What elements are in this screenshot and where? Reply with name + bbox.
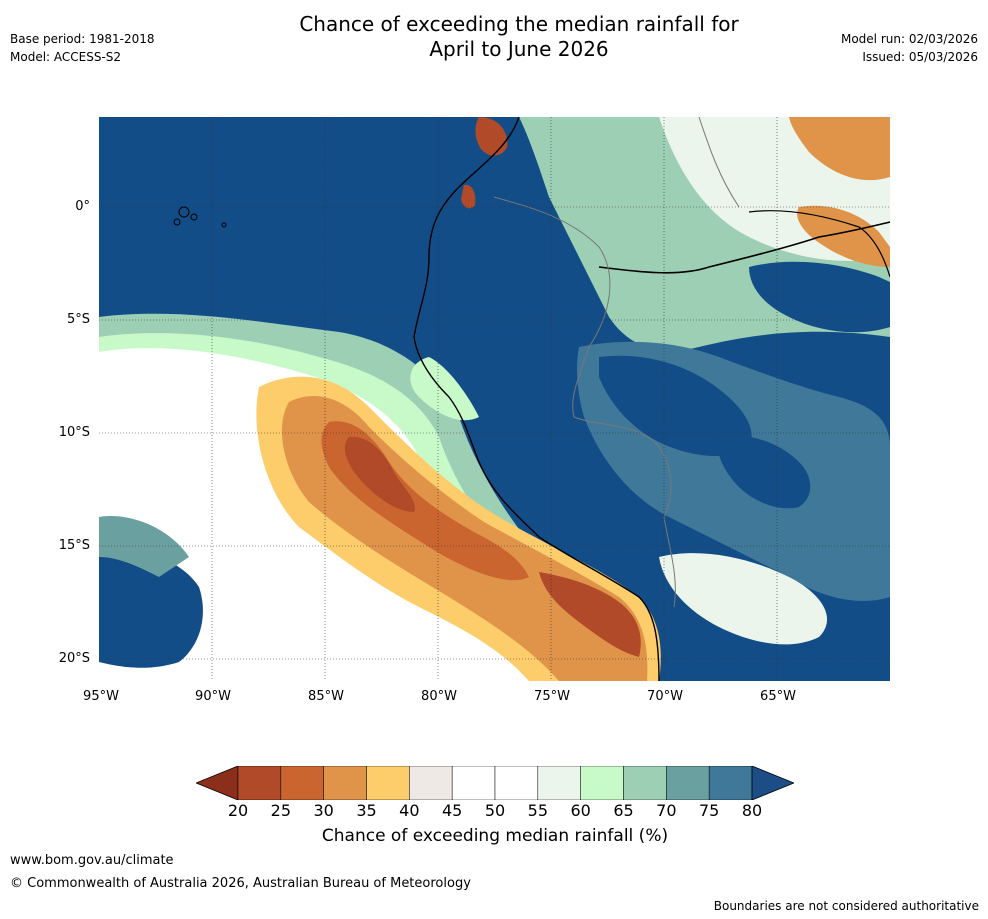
colorbar-tick: 25 (270, 801, 291, 820)
lat-label: 10°S (58, 425, 90, 440)
model-run: Model run: 02/03/2026 (840, 32, 978, 46)
colorbar-cell (451, 766, 496, 800)
colorbar-cell (666, 766, 710, 800)
colorbar-tick: 65 (613, 801, 634, 820)
colorbar-cell (323, 766, 367, 800)
region-80-ne (749, 261, 890, 333)
amazon-river (598, 221, 890, 274)
graticule (99, 117, 890, 681)
region-30-ne2 (797, 205, 890, 267)
title-line-1: Chance of exceeding the median rainfall … (299, 12, 739, 36)
region-20-north2 (461, 184, 476, 209)
colorbar-tick: 45 (441, 801, 463, 820)
island (173, 218, 181, 226)
lon-label: 70°W (647, 689, 683, 704)
colorbar-tick: 20 (227, 801, 249, 820)
lon-label: 90°W (195, 689, 231, 704)
colorbar-tick: 75 (698, 801, 720, 820)
colorbar-label: Chance of exceeding median rainfall (%) (321, 826, 669, 846)
colorbar-tick: 40 (399, 801, 420, 820)
map-title: Chance of exceeding the median rainfall … (0, 12, 988, 62)
colorbar-cell (623, 766, 667, 800)
footer-note: Boundaries are not considered authoritat… (713, 899, 979, 913)
colorbar-arrow-low (196, 766, 239, 800)
region-20-peru (539, 572, 641, 657)
colorbar-tick: 60 (570, 801, 591, 820)
colorbar-tick: 30 (313, 801, 334, 820)
title-line-2: April to June 2026 (429, 37, 609, 61)
region-75-sw (99, 516, 189, 577)
coastline (413, 117, 660, 681)
rainfall-map-canvas (99, 117, 890, 681)
coast-strip (410, 357, 479, 421)
colorbar-cell (537, 766, 581, 800)
lat-label: 20°S (58, 651, 90, 666)
colorbar-cell (708, 766, 753, 800)
lon-label: 85°W (308, 689, 344, 704)
region-20 (344, 436, 415, 512)
meta-left: Base period: 1981-2018 Model: ACCESS-S2 (10, 30, 155, 66)
region-80-east2 (717, 435, 811, 509)
footer-copyright: © Commonwealth of Australia 2026, Austra… (10, 876, 471, 891)
border-1 (493, 196, 611, 418)
colorbar-tick: 70 (656, 801, 677, 820)
footer-url[interactable]: www.bom.gov.au/climate (10, 853, 174, 868)
colorbar (196, 766, 794, 800)
lat-label: 5°S (66, 312, 90, 327)
region-30-ne (789, 117, 890, 181)
rainfall-map (99, 117, 890, 681)
meta-right: Model run: 02/03/2026 Issued: 05/03/2026 (841, 30, 978, 66)
colorbar-tick: 50 (484, 801, 506, 820)
region-55-south (659, 553, 828, 645)
colorbar-tick: 55 (527, 801, 548, 820)
model-name: Model: ACCESS-S2 (10, 50, 122, 64)
lon-label: 65°W (760, 689, 796, 704)
region-80-east (599, 355, 752, 457)
colorbar-tick: 35 (356, 801, 377, 820)
colorbar-arrow-high (751, 766, 794, 800)
colorbar-cells (196, 766, 794, 800)
region-20-north (475, 117, 508, 156)
lon-label: 95°W (83, 689, 119, 704)
lon-label: 75°W (534, 689, 570, 704)
border-3 (698, 117, 740, 208)
island (190, 213, 198, 221)
lat-label: 0° (75, 199, 90, 214)
colorbar-cell (494, 766, 539, 800)
region-80-sw (99, 553, 203, 668)
colorbar-cell (580, 766, 624, 800)
lon-label: 80°W (421, 689, 457, 704)
colorbar-cell (280, 766, 324, 800)
colorbar-cell (366, 766, 410, 800)
lat-label: 15°S (58, 538, 90, 553)
colorbar-cell (237, 766, 282, 800)
base-period: Base period: 1981-2018 (10, 32, 155, 46)
colorbar-tick: 80 (741, 801, 763, 820)
border-2 (573, 416, 676, 608)
river-north (748, 210, 890, 278)
colorbar-cell (409, 766, 453, 800)
issued-date: Issued: 05/03/2026 (862, 50, 978, 64)
island (221, 222, 227, 228)
